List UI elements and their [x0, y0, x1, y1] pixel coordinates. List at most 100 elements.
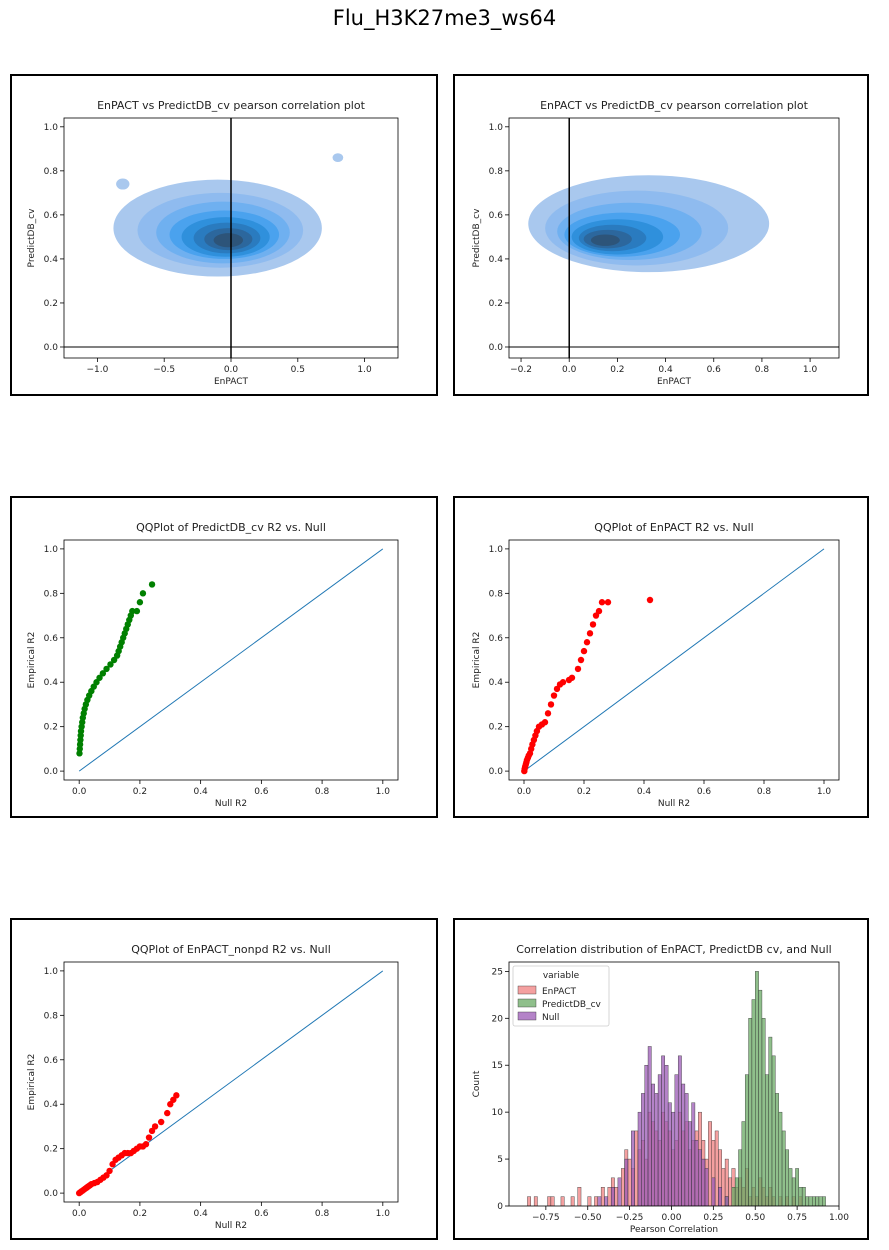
- qq-point: [580, 647, 588, 655]
- histogram-bar-enpact: [587, 1196, 592, 1206]
- y-tick-label: 5: [497, 1155, 503, 1165]
- qq-point: [550, 692, 558, 699]
- histogram-bar-null: [718, 1187, 722, 1206]
- chart-p5: 0.0 0.2 0.4 0.6 0.8 1.0 0.0 0.2 0.4 0.6 0.8 1.0 QQPl…: [27, 943, 399, 1231]
- x-tick-label: 0.6: [254, 1209, 269, 1219]
- histogram-bar-predictdb-cv: [811, 1196, 816, 1206]
- histogram-bar-null: [677, 1055, 682, 1206]
- y-tick-label: 15: [492, 1061, 503, 1071]
- histogram-bar-predictdb-cv: [758, 989, 763, 1206]
- kde-level-7: [213, 233, 244, 248]
- legend-title: variable: [543, 971, 580, 981]
- x-axis-label: Null R2: [215, 1221, 247, 1231]
- x-tick-label: −1.0: [86, 365, 108, 375]
- y-tick-label: 0.4: [44, 255, 59, 265]
- y-tick-label: 0.2: [44, 299, 58, 309]
- legend-swatch: [517, 985, 537, 995]
- histogram-bar-enpact: [714, 1130, 719, 1206]
- histogram-bar-predictdb-cv: [738, 1149, 743, 1206]
- plot-area: [75, 970, 384, 1197]
- legend: variable EnPACT PredictDB_cv Null: [512, 965, 610, 1027]
- qq-point: [96, 674, 103, 681]
- y-tick-label: 0: [497, 1202, 503, 1212]
- x-tick-label: 1.0: [376, 787, 391, 797]
- y-tick-label: 0.0: [489, 767, 504, 777]
- y-tick-label: 0.6: [489, 634, 504, 644]
- qq-point: [133, 607, 141, 615]
- histogram-bar-null: [698, 1149, 702, 1206]
- histogram-bar-null: [701, 1158, 706, 1206]
- y-tick-label: 0.6: [44, 211, 59, 221]
- plot-area: [509, 118, 839, 358]
- reference-diagonal-line: [523, 548, 825, 772]
- axes-frame: [508, 961, 840, 1207]
- y-tick-label: 0.4: [489, 678, 504, 688]
- x-tick-label: 0.8: [315, 787, 330, 797]
- x-tick-label: 0.4: [637, 787, 652, 797]
- histogram-bar-predictdb-cv: [815, 1196, 820, 1206]
- histogram-bar-enpact: [621, 1168, 625, 1206]
- plot-area: [64, 118, 398, 358]
- x-tick-label: 1.0: [817, 787, 832, 797]
- x-tick-label: 0.8: [755, 365, 770, 375]
- histogram-bar-null: [664, 1065, 669, 1206]
- histogram-bar-predictdb-cv: [822, 1196, 826, 1206]
- kde-blob-0: [116, 178, 130, 190]
- histogram-bar-predictdb-cv: [761, 1018, 766, 1206]
- qq-point: [148, 581, 156, 588]
- x-tick-label: 0.00: [661, 1213, 681, 1223]
- y-tick-label: 1.0: [44, 967, 59, 977]
- chart-title: QQPlot of PredictDB_cv R2 vs. Null: [136, 521, 326, 534]
- y-tick-label: 20: [492, 1014, 504, 1024]
- qq-point: [145, 1134, 153, 1141]
- histogram-bar-predictdb-cv: [791, 1177, 796, 1206]
- chart-title: QQPlot of EnPACT_nonpd R2 vs. Null: [131, 943, 331, 956]
- histogram-bar-predictdb-cv: [748, 1018, 753, 1206]
- histogram-bar-null: [688, 1121, 692, 1206]
- histogram-bar-enpact: [721, 1168, 726, 1206]
- y-tick-label: 0.8: [44, 1011, 59, 1021]
- x-tick-label: 0.0: [517, 787, 532, 797]
- chart-p4: 0.0 0.2 0.4 0.6 0.8 1.0 0.0 0.2 0.4 0.6 0.8 1.0 QQPl…: [472, 521, 840, 809]
- histogram-bar-null: [651, 1083, 655, 1206]
- y-tick-label: 0.0: [44, 343, 59, 353]
- y-tick-label: 0.8: [489, 167, 504, 177]
- histogram-bar-enpact: [634, 1130, 639, 1206]
- histogram-bar-enpact: [627, 1158, 632, 1206]
- histogram-bar-predictdb-cv: [818, 1196, 823, 1206]
- qq-point: [583, 639, 591, 646]
- panel-qq-predictdb: 0.0 0.2 0.4 0.6 0.8 1.0 0.0 0.2 0.4 0.6 0.8 1.0 QQPl…: [10, 496, 438, 818]
- qq-point: [541, 719, 549, 726]
- histogram-bar-predictdb-cv: [768, 1036, 773, 1206]
- y-tick-label: 0.8: [44, 589, 59, 599]
- histogram-bar-enpact: [607, 1187, 612, 1206]
- histogram-bar-predictdb-cv: [731, 1187, 736, 1206]
- kde-plot-right: −0.2 0.0 0.2 0.4 0.6 0.8 1.0 0.0 0.2 0.4 0.6 0.8 1.0…: [472, 99, 840, 387]
- x-tick-label: −0.2: [510, 365, 532, 375]
- kde-level-7: [590, 234, 620, 246]
- histogram-bar-predictdb-cv: [785, 1149, 789, 1206]
- y-tick-label: 1.0: [44, 123, 59, 133]
- y-axis-label: Empirical R2: [472, 632, 482, 689]
- qq-point: [568, 674, 576, 681]
- y-tick-label: 0.0: [44, 767, 59, 777]
- chart-title: QQPlot of EnPACT R2 vs. Null: [594, 521, 753, 534]
- histogram-bar-predictdb-cv: [771, 1055, 776, 1206]
- y-tick-label: 0.8: [489, 589, 504, 599]
- kde-plot-left: −1.0 −0.5 0.0 0.5 1.0 0.0 0.2 0.4 0.6 0.8 1.0 EnPAC…: [27, 99, 399, 387]
- histogram-bar-null: [597, 1196, 602, 1206]
- y-tick-label: 25: [492, 967, 503, 977]
- axes-frame: [63, 961, 399, 1203]
- histogram-bar-predictdb-cv: [734, 1177, 739, 1206]
- chart-p2: −0.2 0.0 0.2 0.4 0.6 0.8 1.0 0.0 0.2 0.4 0.6 0.8 1.0…: [472, 99, 840, 387]
- qq-point: [595, 607, 603, 615]
- panel-qq-enpact: 0.0 0.2 0.4 0.6 0.8 1.0 0.0 0.2 0.4 0.6 0.8 1.0 QQPl…: [453, 496, 869, 818]
- axes-frame: [63, 539, 399, 781]
- histogram-bar-null: [671, 1111, 676, 1206]
- x-tick-label: −0.25: [616, 1213, 644, 1223]
- axes-frame: [508, 539, 840, 781]
- histogram-bar-predictdb-cv: [765, 1074, 769, 1206]
- x-axis-label: Pearson Correlation: [630, 1225, 718, 1235]
- histogram-bar-predictdb-cv: [805, 1196, 810, 1206]
- qq-point: [142, 1141, 150, 1148]
